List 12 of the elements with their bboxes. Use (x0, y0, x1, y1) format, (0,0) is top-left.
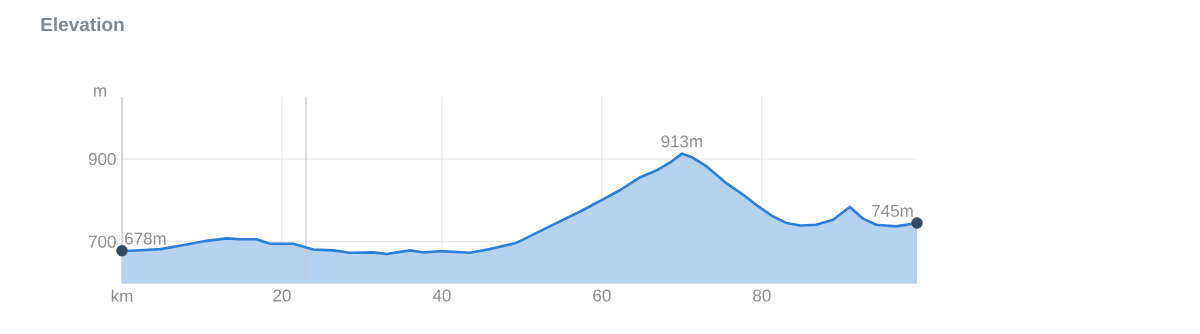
x-axis-title: km (111, 289, 133, 302)
annotation: 913m (661, 135, 703, 148)
annotation: 745m (872, 205, 913, 217)
chart-title: Elevation (41, 17, 124, 32)
y-tick-label: 700 (88, 235, 116, 248)
x-tick-label: 40 (432, 289, 451, 302)
y-axis-title: m (94, 87, 106, 97)
x-tick-label: 80 (753, 289, 771, 302)
y-tick-label: 900 (88, 152, 116, 166)
x-tick-label: 60 (593, 289, 611, 302)
annotation: 678m (125, 232, 166, 245)
x-tick-label: 20 (273, 289, 291, 302)
